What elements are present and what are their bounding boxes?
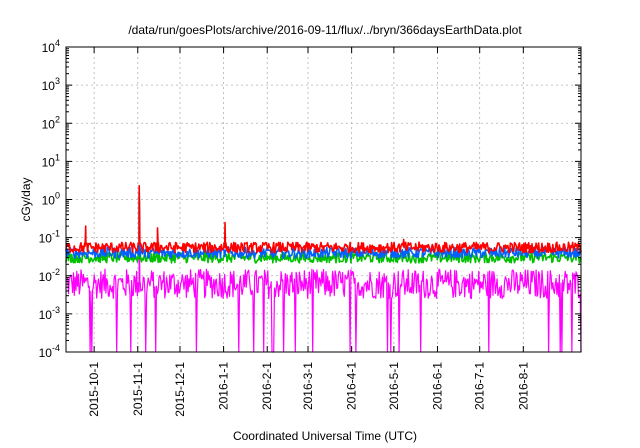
y-axis-ticks: 10-4 10-3 10-2 10-1 100 101 102 103 104 xyxy=(39,38,581,360)
series-line xyxy=(65,192,582,264)
y-tick-label: 100 xyxy=(42,191,60,208)
grid xyxy=(66,47,581,352)
x-tick-label: 2016-8-1 xyxy=(516,362,530,410)
x-axis-label: Coordinated Universal Time (UTC) xyxy=(233,429,417,443)
series-line xyxy=(65,184,582,254)
x-tick-label: 2015-11-1 xyxy=(131,362,145,416)
chart-title: /data/run/goesPlots/archive/2016-09-11/f… xyxy=(128,23,522,37)
series-line xyxy=(65,221,582,353)
plot-area xyxy=(65,184,582,353)
x-axis-ticks: 2015-10-1 2015-11-1 2015-12-1 2016-1-1 2016-… xyxy=(87,47,530,417)
y-tick-label: 101 xyxy=(42,152,60,169)
x-tick-label: 2016-5-1 xyxy=(387,362,401,410)
y-tick-label: 10-2 xyxy=(39,267,60,284)
y-tick-label: 10-4 xyxy=(39,343,60,360)
x-tick-label: 2015-12-1 xyxy=(173,362,187,417)
x-tick-label: 2016-7-1 xyxy=(473,362,487,410)
y-tick-label: 10-3 xyxy=(39,305,60,322)
x-tick-label: 2016-3-1 xyxy=(301,362,315,410)
x-tick-label: 2016-4-1 xyxy=(345,362,359,410)
x-tick-label: 2015-10-1 xyxy=(87,362,101,417)
y-tick-label: 102 xyxy=(42,114,60,131)
y-axis-label: cGy/day xyxy=(19,177,33,221)
y-tick-label: 103 xyxy=(42,76,60,93)
x-tick-label: 2016-6-1 xyxy=(430,362,444,410)
x-tick-label: 2016-1-1 xyxy=(217,362,231,410)
y-tick-label: 10-1 xyxy=(39,229,60,246)
x-tick-label: 2016-2-1 xyxy=(260,362,274,410)
y-tick-label: 104 xyxy=(42,38,60,55)
